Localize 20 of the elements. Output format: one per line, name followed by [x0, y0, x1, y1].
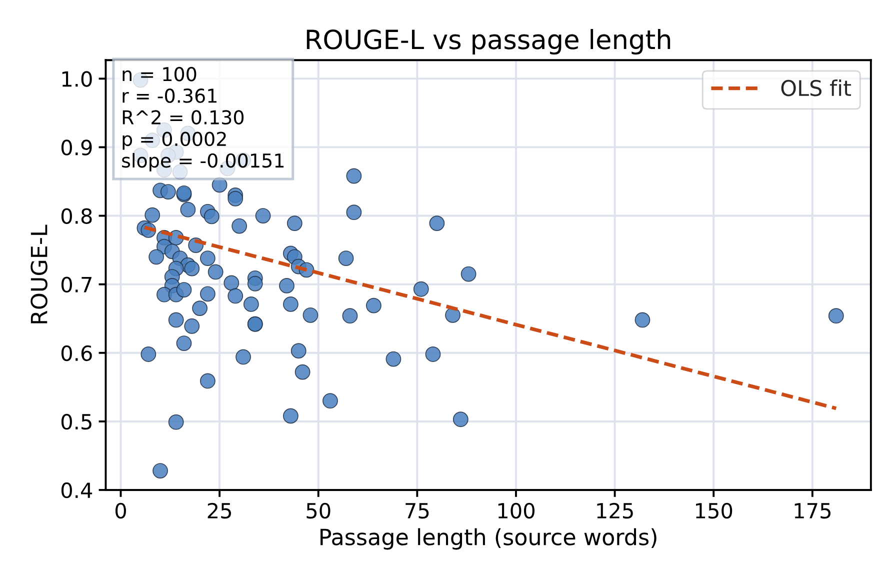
- x-tick-label: 175: [794, 503, 830, 519]
- y-tick-label: 0.6: [61, 345, 92, 362]
- y-tick-label: 0.8: [61, 208, 92, 224]
- y-tick-label: 0.7: [61, 276, 92, 293]
- legend-label: OLS fit: [781, 80, 852, 96]
- y-tick-label: 0.4: [61, 482, 92, 498]
- y-axis-title: ROUGE-L: [30, 224, 48, 324]
- y-tick-label: 0.9: [61, 140, 92, 156]
- x-tick-label: 125: [597, 502, 633, 519]
- x-axis-title: Passage length (source words): [320, 528, 656, 550]
- x-tick-label: 50: [306, 502, 330, 519]
- x-tick-label: 100: [498, 502, 534, 519]
- x-tick-label: 25: [208, 502, 231, 519]
- y-tick-label: 0.5: [61, 414, 92, 430]
- x-tick-label: 0: [115, 502, 126, 519]
- x-tick-label: 75: [406, 503, 429, 519]
- chart-title: ROUGE-L vs passage length: [306, 28, 670, 55]
- y-tick-label: 1.0: [62, 71, 92, 87]
- x-tick-label: 150: [696, 502, 732, 519]
- annotation: n = 100 r = -0.361 R^2 = 0.130 p = 0.0002 slope = -0.00151: [122, 66, 284, 172]
